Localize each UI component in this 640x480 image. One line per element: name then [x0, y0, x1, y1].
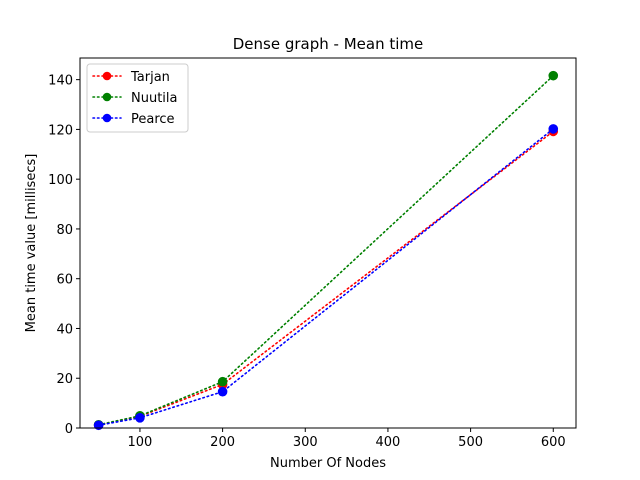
x-tick-label: 500 — [458, 435, 483, 450]
legend-marker-pearce — [102, 113, 112, 123]
legend-label-tarjan: Tarjan — [130, 70, 170, 85]
data-point-nuutila — [548, 70, 559, 81]
y-axis-label: Mean time value [millisecs] — [24, 154, 39, 333]
legend-marker-nuutila — [102, 92, 112, 102]
x-axis-ticks: 100 200 300 400 500 600 — [128, 428, 566, 450]
data-point-nuutila — [217, 376, 228, 387]
x-axis-label: Number Of Nodes — [270, 456, 386, 471]
data-point-pearce — [548, 124, 559, 134]
x-tick-label: 300 — [293, 435, 318, 450]
y-tick-label: 120 — [48, 123, 73, 138]
series-line-nuutila — [97, 74, 555, 426]
y-tick-label: 140 — [48, 74, 73, 89]
x-tick-label: 600 — [541, 435, 566, 450]
legend-label-pearce: Pearce — [131, 112, 175, 127]
y-axis-ticks: 0 20 40 60 80 100 120 140 — [48, 74, 80, 437]
legend-box — [86, 63, 189, 133]
plot-frame — [79, 57, 577, 429]
legend-marker-tarjan — [102, 71, 112, 81]
y-tick-label: 40 — [56, 322, 73, 337]
x-tick-label: 200 — [210, 435, 235, 450]
legend-label-nuutila: Nuutila — [131, 91, 178, 106]
y-tick-label: 60 — [56, 273, 73, 288]
x-tick-label: 400 — [376, 435, 401, 450]
y-tick-label: 80 — [56, 223, 73, 238]
y-tick-label: 0 — [65, 422, 73, 437]
x-tick-label: 100 — [128, 435, 153, 450]
series-line-pearce — [97, 128, 555, 427]
data-point-pearce — [93, 420, 104, 431]
data-point-pearce — [135, 412, 145, 423]
data-point-pearce — [217, 386, 228, 397]
legend: Tarjan Nuutila Pearce — [86, 63, 189, 133]
series-line-tarjan — [97, 130, 555, 426]
y-tick-label: 100 — [48, 173, 73, 188]
series-layer — [93, 70, 559, 431]
chart-title: Dense graph - Mean time — [233, 35, 423, 53]
y-tick-label: 20 — [56, 372, 73, 387]
